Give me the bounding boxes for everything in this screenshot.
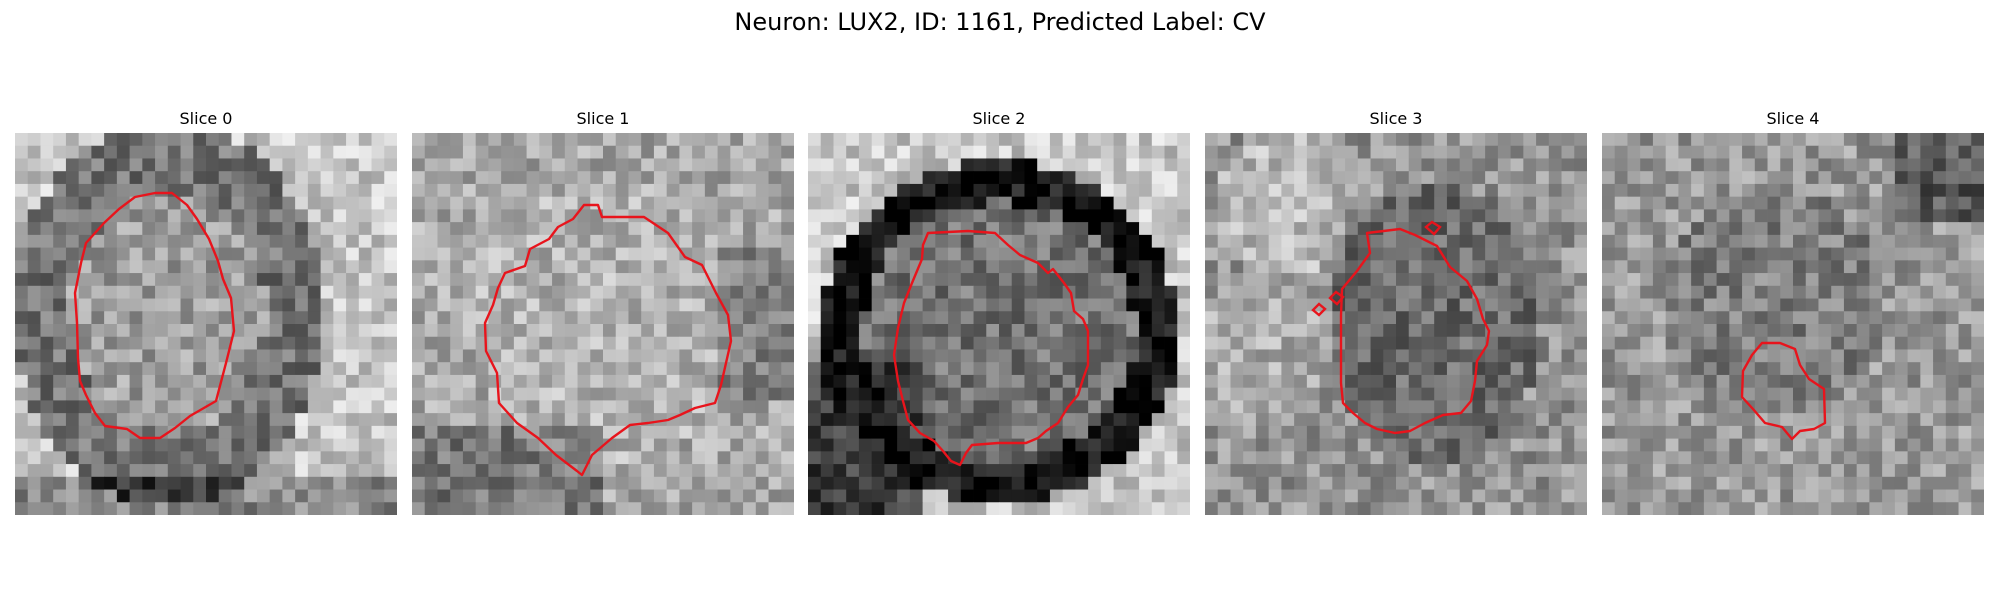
- slice-image-3: [1205, 133, 1587, 515]
- slice-panel-1: Slice 1: [412, 108, 794, 515]
- segmentation-contour-3: [1339, 227, 1491, 435]
- slice-title-3: Slice 3: [1369, 109, 1423, 128]
- slice-panel-4: Slice 4: [1602, 108, 1984, 515]
- slice-panel-3: Slice 3: [1205, 108, 1587, 515]
- segmentation-contour-fragment-a: [1424, 220, 1442, 236]
- slice-title-2: Slice 2: [972, 109, 1026, 128]
- slice-panel-2: Slice 2: [808, 108, 1190, 515]
- segmentation-contour-2: [892, 229, 1090, 467]
- slice-panel-0: Slice 0: [15, 108, 397, 515]
- slice-image-0: [15, 133, 397, 515]
- slice-image-1: [412, 133, 794, 515]
- segmentation-contour-fragment-c: [1311, 302, 1327, 317]
- slice-title-0: Slice 0: [179, 109, 233, 128]
- segmentation-contour-1: [483, 203, 733, 477]
- slice-image-4: [1602, 133, 1984, 515]
- segmentation-contour-4: [1740, 341, 1827, 441]
- segmentation-contour-0: [73, 191, 236, 440]
- slice-image-2: [808, 133, 1190, 515]
- figure-title: Neuron: LUX2, ID: 1161, Predicted Label:…: [734, 8, 1266, 36]
- segmentation-contour-fragment-b: [1328, 290, 1345, 306]
- slice-title-4: Slice 4: [1766, 109, 1820, 128]
- slice-title-1: Slice 1: [576, 109, 630, 128]
